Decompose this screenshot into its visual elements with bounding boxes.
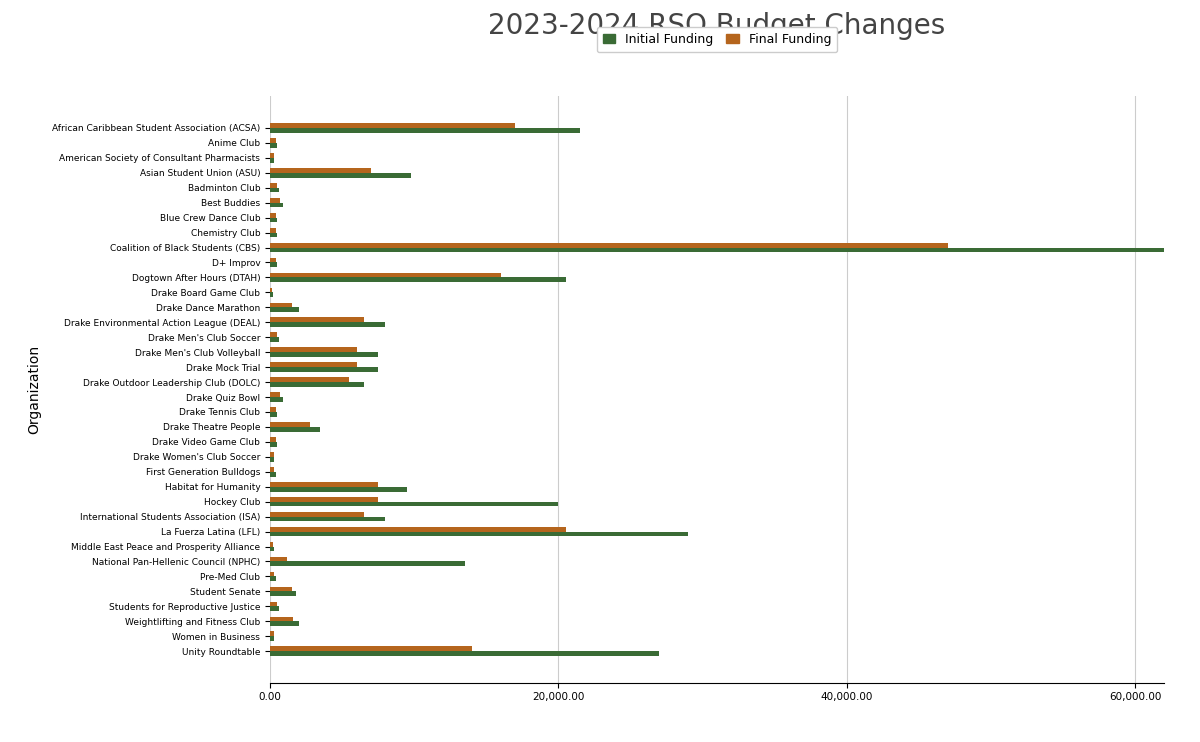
Bar [270, 427, 320, 432]
Bar [270, 651, 659, 656]
Bar [270, 502, 558, 507]
Bar [270, 562, 464, 566]
Legend: Initial Funding, Final Funding: Initial Funding, Final Funding [596, 27, 838, 52]
Bar [270, 138, 276, 143]
Bar [270, 318, 364, 322]
Bar [270, 278, 565, 282]
Bar [270, 452, 274, 457]
Bar [270, 412, 277, 417]
Bar [270, 143, 277, 148]
Bar [270, 332, 277, 337]
Bar [270, 487, 407, 491]
Bar [270, 173, 412, 177]
Bar [270, 397, 283, 402]
Bar [270, 482, 378, 487]
Bar [270, 307, 299, 312]
Bar [270, 437, 276, 442]
Bar [270, 467, 275, 472]
Bar [270, 272, 500, 278]
Bar [270, 393, 280, 397]
Bar [270, 322, 385, 327]
Bar [270, 631, 274, 636]
Bar [270, 621, 299, 626]
Bar [270, 531, 688, 536]
Bar [270, 571, 275, 577]
Bar [270, 577, 276, 581]
Bar [270, 547, 274, 551]
Bar [270, 123, 515, 128]
Bar [270, 232, 277, 237]
Bar [270, 263, 277, 267]
Bar [270, 257, 276, 263]
Bar [270, 248, 1164, 252]
Bar [270, 646, 472, 651]
Bar [270, 512, 364, 516]
Bar [270, 352, 378, 357]
Bar [270, 407, 276, 412]
Bar [270, 168, 371, 173]
Bar [270, 422, 311, 427]
Bar [270, 362, 356, 367]
Bar [270, 183, 277, 188]
Y-axis label: Organization: Organization [26, 345, 41, 434]
Bar [270, 556, 287, 562]
Bar [270, 542, 272, 547]
Bar [270, 591, 296, 596]
Bar [270, 516, 385, 522]
Title: 2023-2024 RSO Budget Changes: 2023-2024 RSO Budget Changes [488, 12, 946, 40]
Bar [270, 243, 948, 248]
Bar [270, 203, 283, 208]
Bar [270, 292, 272, 297]
Bar [270, 472, 276, 476]
Bar [270, 587, 292, 591]
Bar [270, 153, 274, 158]
Bar [270, 606, 278, 611]
Bar [270, 636, 275, 641]
Bar [270, 213, 276, 217]
Bar [270, 367, 378, 372]
Bar [270, 303, 292, 307]
Bar [270, 128, 580, 133]
Bar [270, 217, 277, 223]
Bar [270, 382, 364, 387]
Bar [270, 617, 293, 621]
Bar [270, 288, 272, 292]
Bar [270, 347, 356, 352]
Bar [270, 457, 275, 462]
Bar [270, 198, 280, 203]
Bar [270, 602, 277, 606]
Bar [270, 228, 276, 232]
Bar [270, 442, 277, 447]
Bar [270, 497, 378, 502]
Bar [270, 337, 278, 342]
Bar [270, 158, 275, 162]
Bar [270, 527, 565, 531]
Bar [270, 188, 278, 192]
Bar [270, 377, 349, 382]
